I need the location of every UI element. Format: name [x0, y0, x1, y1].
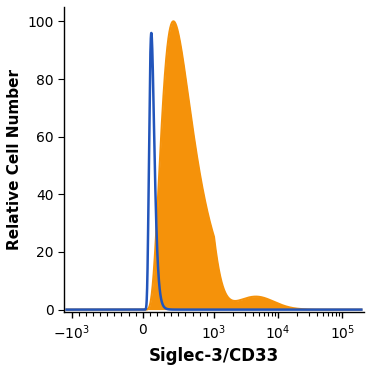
X-axis label: Siglec-3/CD33: Siglec-3/CD33: [149, 347, 279, 365]
Y-axis label: Relative Cell Number: Relative Cell Number: [7, 69, 22, 250]
